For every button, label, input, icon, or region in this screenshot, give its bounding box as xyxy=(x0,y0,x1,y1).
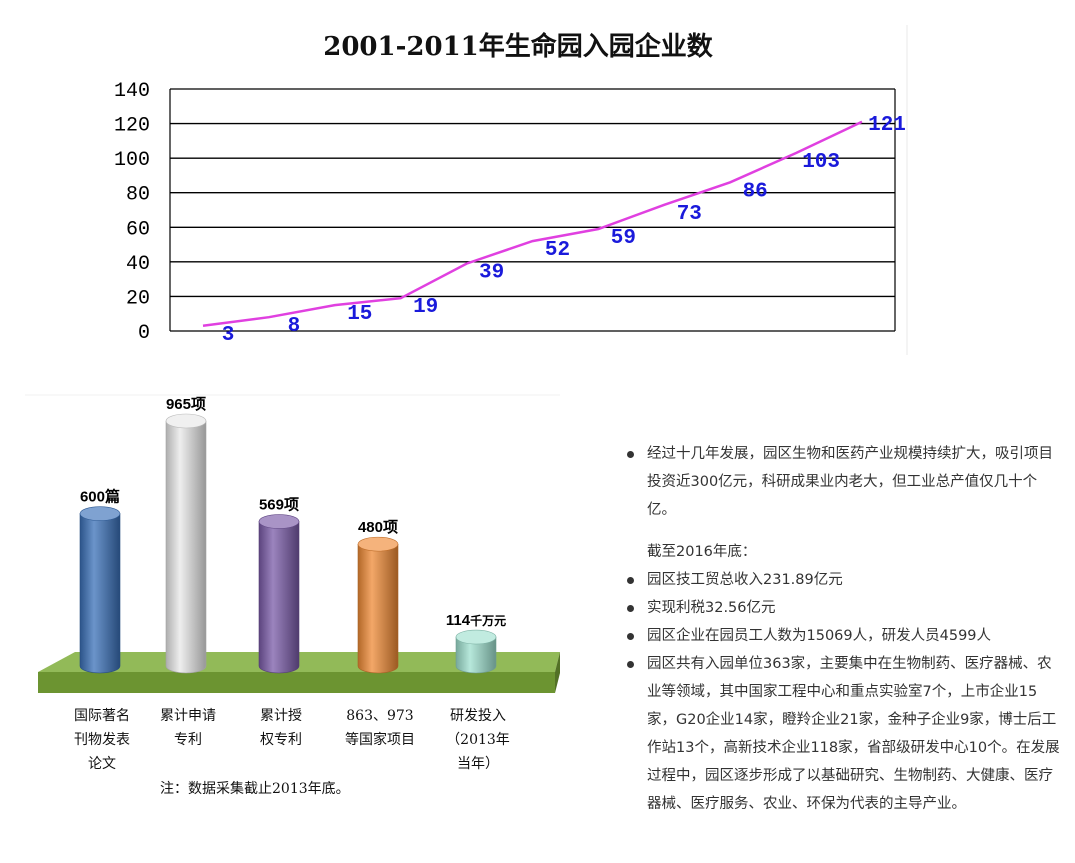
line-chart-title: 2001-2011年生命园入园企业数 xyxy=(323,31,714,62)
bar xyxy=(258,514,300,674)
bar-category-line: 国际著名 xyxy=(74,708,130,724)
bar xyxy=(165,413,207,674)
bar-value-label: 600篇 xyxy=(80,488,120,506)
point-label: 103 xyxy=(802,151,840,174)
bar-body xyxy=(165,420,207,674)
point-label: 8 xyxy=(288,315,301,338)
bar-top xyxy=(79,506,121,521)
info-list-item: 园区共有入园单位363家，主要集中在生物制药、医疗器械、农业等领域，其中国家工程… xyxy=(625,650,1060,818)
point-label: 3 xyxy=(222,324,235,347)
y-tick-label: 120 xyxy=(114,115,150,138)
bar-category-label: 863、973 等国家项目 xyxy=(345,708,415,748)
info-list-item: 园区技工贸总收入231.89亿元 xyxy=(625,566,1060,594)
bar-category-line: 论文 xyxy=(88,756,116,772)
bar-category-line: 863、973 xyxy=(346,708,413,724)
info-subheading: 截至2016年底： xyxy=(647,544,757,560)
platform-side xyxy=(555,652,560,693)
point-label: 73 xyxy=(677,203,702,226)
y-tick-label: 140 xyxy=(114,80,150,103)
info-list: 园区技工贸总收入231.89亿元 实现利税32.56亿元 园区企业在园员工人数为15… xyxy=(625,566,1060,818)
bar-value-label: 114千万元 xyxy=(446,612,506,629)
y-tick-label: 80 xyxy=(126,184,150,207)
bar-category-line: 权专利 xyxy=(260,732,302,748)
bar-value-label: 965项 xyxy=(166,396,206,413)
line-chart-y-axis: 0 20 40 60 80 100 120 140 xyxy=(114,80,150,345)
bar-category-line: 当年） xyxy=(457,756,499,772)
bar-category-line: 等国家项目 xyxy=(345,731,415,748)
point-label: 86 xyxy=(743,180,768,203)
bar-category-line: 累计申请 xyxy=(160,708,216,724)
info-list-item: 实现利税32.56亿元 xyxy=(625,594,1060,622)
y-tick-label: 100 xyxy=(114,149,150,172)
y-tick-label: 60 xyxy=(126,218,150,241)
y-tick-label: 20 xyxy=(126,287,150,310)
bar xyxy=(455,629,497,674)
info-panel: 经过十几年发展，园区生物和医药产业规模持续扩大，吸引项目投资近300亿元，科研成… xyxy=(625,440,1060,818)
point-label: 19 xyxy=(413,296,438,319)
line-chart-grid xyxy=(169,88,896,332)
bar-chart-value-labels: 600篇 965项 569项 480项 114千万元 xyxy=(80,396,506,629)
bar-chart-note: 注：数据采集截止2013年底。 xyxy=(160,780,350,797)
bar-top xyxy=(455,629,497,645)
point-label: 52 xyxy=(545,239,570,262)
info-list-item: 园区企业在园员工人数为15069人，研发人员4599人 xyxy=(625,622,1060,650)
bar-value-label: 480项 xyxy=(358,519,398,536)
bar-category-line: 刊物发表 xyxy=(74,732,130,748)
bar-chart-bars xyxy=(79,413,497,674)
bar xyxy=(357,536,399,674)
bar xyxy=(79,506,121,674)
y-tick-label: 40 xyxy=(126,253,150,276)
bar-body xyxy=(357,543,399,674)
bar-category-line: 累计授 xyxy=(260,708,302,724)
point-label: 39 xyxy=(479,262,504,285)
bar-body xyxy=(455,636,497,674)
bar-chart-categories: 国际著名刊物发表论文累计申请专利累计授权专利863、973等国家项目研发投入（2… xyxy=(74,708,510,772)
bar-category-line: 研发投入 xyxy=(450,708,506,724)
bar-category-line: 专利 xyxy=(174,732,202,748)
bar-top xyxy=(165,413,207,429)
point-label: 15 xyxy=(347,303,372,326)
line-chart: 2001-2011年生命园入园企业数 0 20 40 60 80 100 120 140 3 8… xyxy=(114,25,908,355)
line-series xyxy=(202,120,863,328)
bar-category-line: （2013年 xyxy=(446,732,510,748)
bar-body xyxy=(258,521,300,674)
y-tick-label: 0 xyxy=(138,322,150,345)
bar-body xyxy=(79,513,121,674)
bar-value-label: 569项 xyxy=(259,497,299,514)
point-label: 59 xyxy=(611,227,636,250)
line-data-labels: 3 8 15 19 39 52 59 73 86 103 121 xyxy=(222,114,906,347)
info-paragraph: 经过十几年发展，园区生物和医药产业规模持续扩大，吸引项目投资近300亿元，科研成… xyxy=(625,440,1060,524)
bar-top xyxy=(258,514,300,529)
bar-top xyxy=(357,536,399,552)
point-label: 121 xyxy=(868,114,906,137)
platform-front xyxy=(38,672,555,693)
